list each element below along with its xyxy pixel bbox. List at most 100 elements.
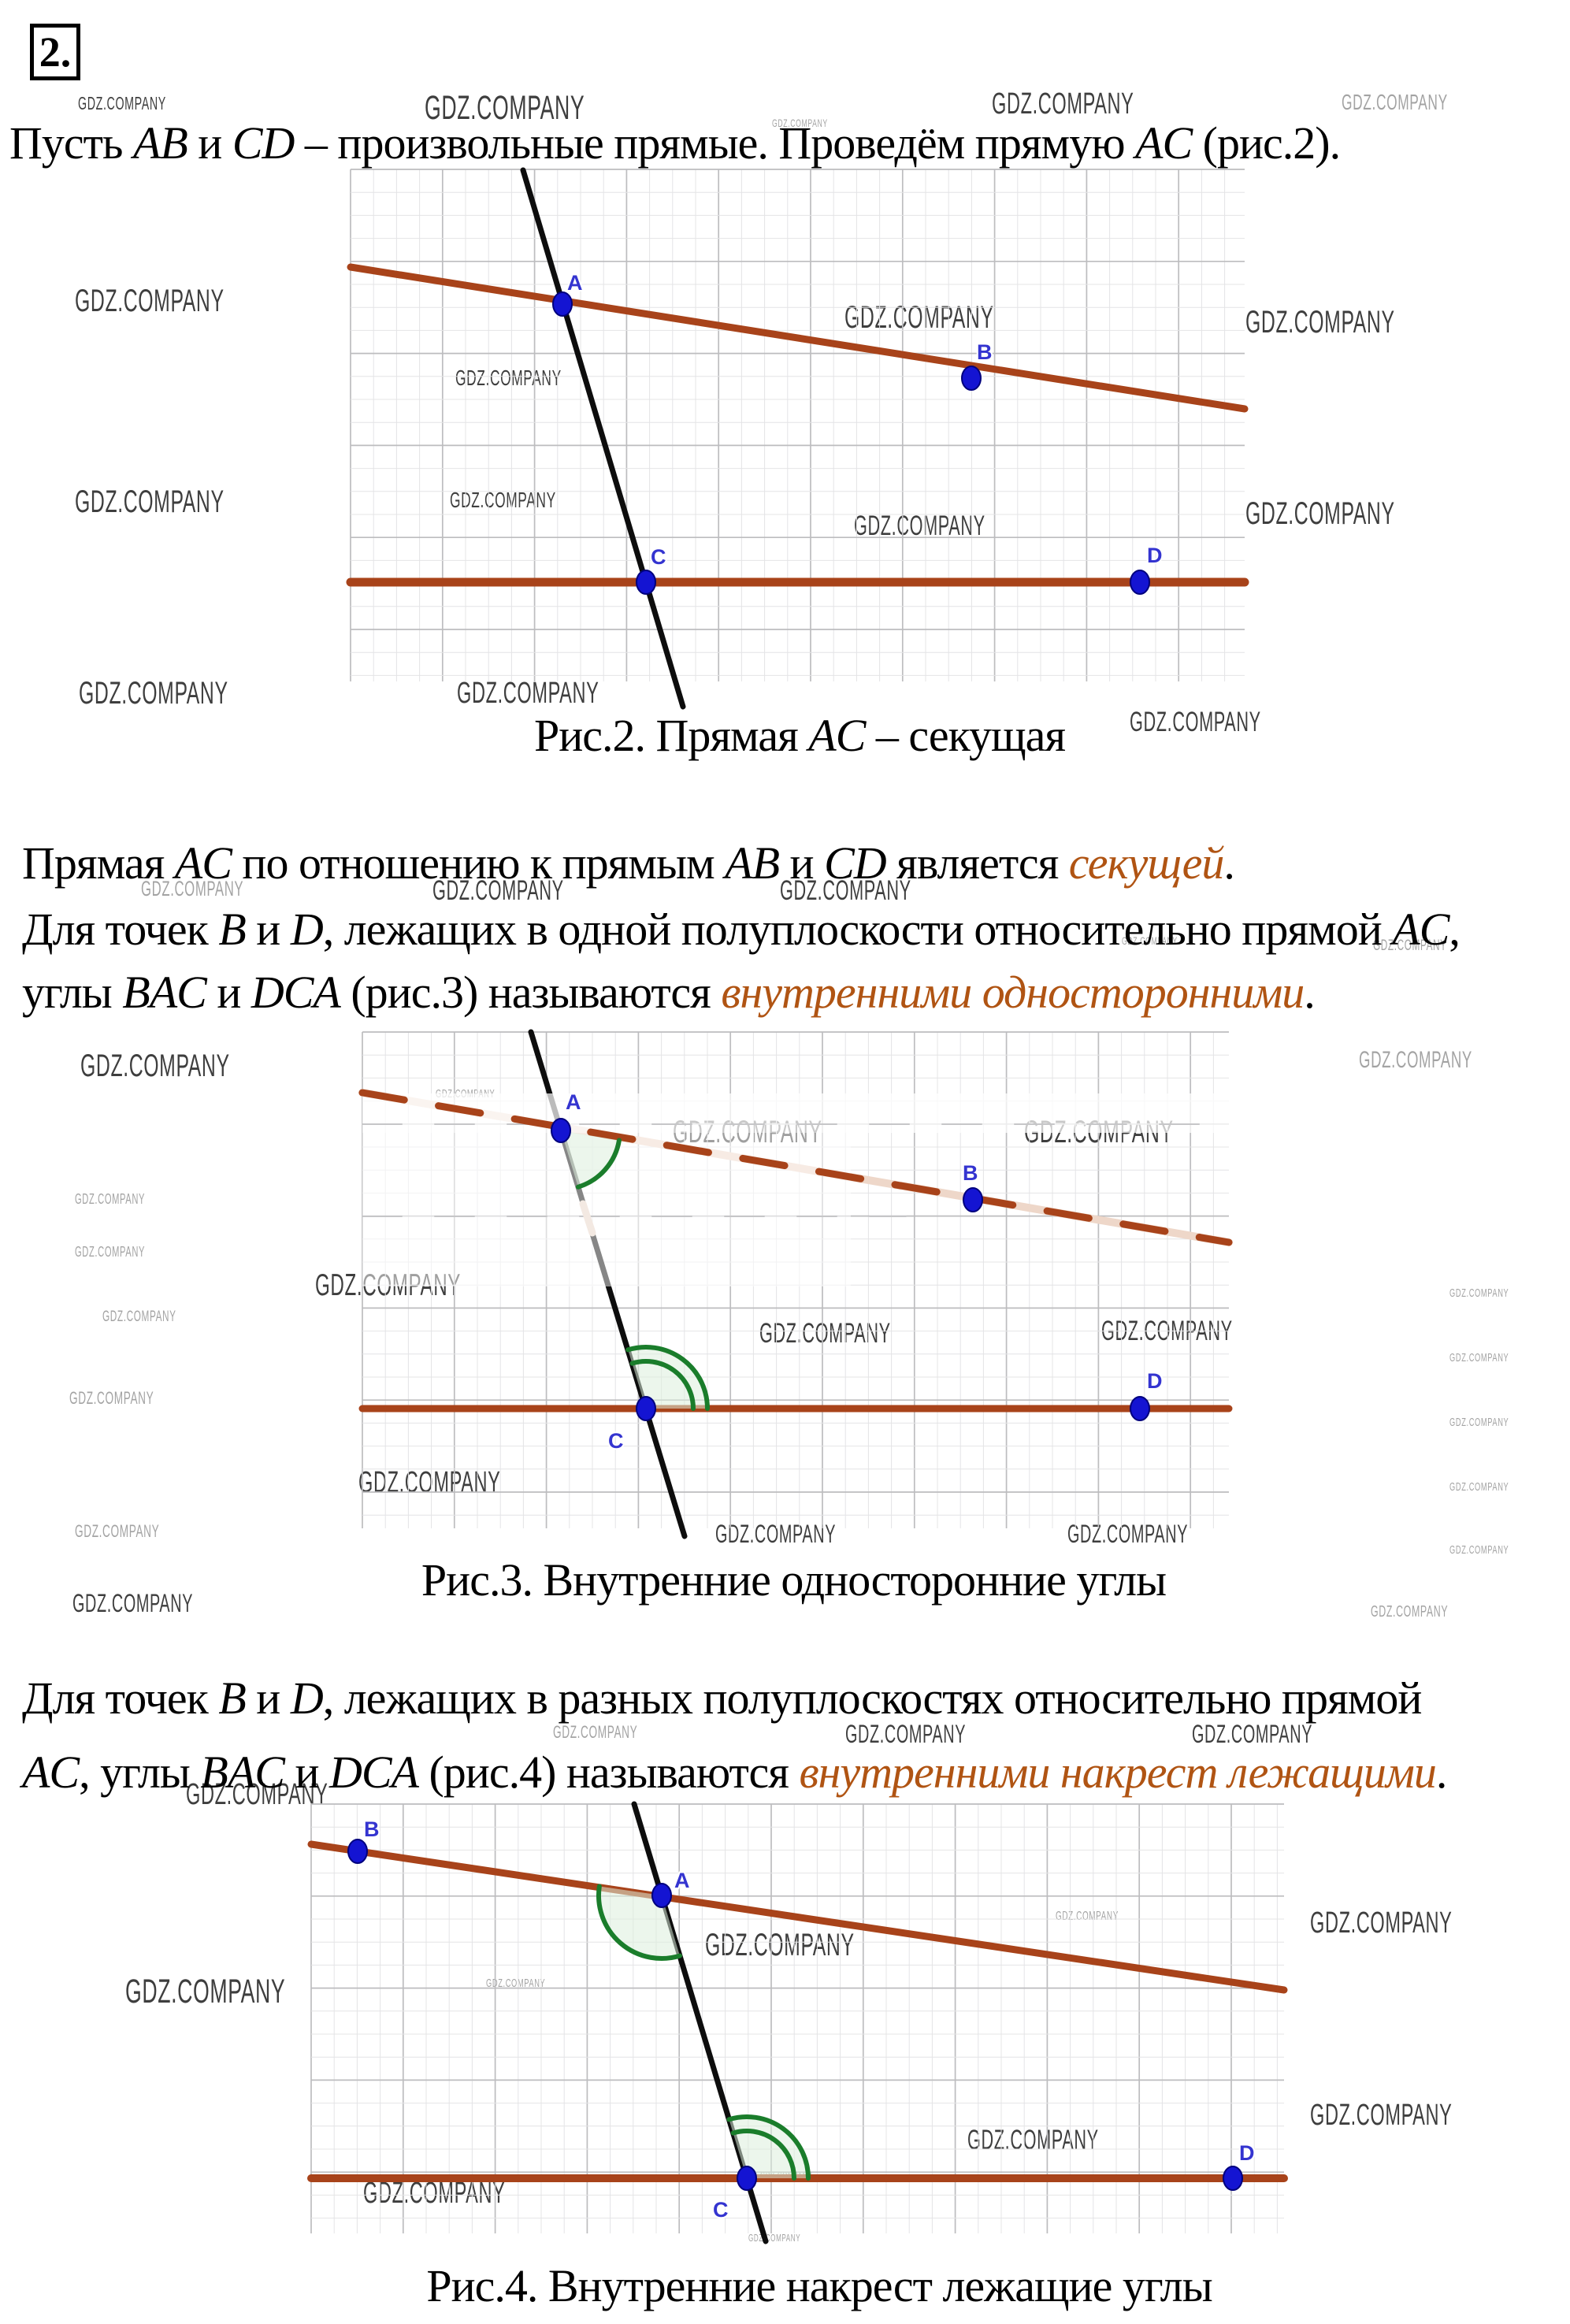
- text-segment: внутренними односторонними: [721, 967, 1305, 1018]
- point-label-A: A: [566, 1090, 581, 1114]
- wash-overlay: [362, 1093, 1229, 1133]
- point-A: [552, 291, 573, 317]
- point-D: [1130, 1396, 1150, 1421]
- watermark: GDZ.COMPANY: [1371, 1603, 1449, 1620]
- text-segment: (рис.3) называются: [340, 967, 722, 1018]
- angle-arc: [596, 1884, 682, 1961]
- angle-sector: [561, 1130, 619, 1187]
- text-segment: и: [284, 1747, 329, 1798]
- text-segment: является: [885, 837, 1069, 889]
- text-segment: , углы: [79, 1747, 201, 1798]
- watermark: GDZ.COMPANY: [486, 1977, 546, 1990]
- text-segment: , лежащих в разных полуплоскостях относи…: [322, 1672, 1423, 1724]
- watermark: GDZ.COMPANY: [425, 89, 585, 127]
- watermark: GDZ.COMPANY: [69, 1388, 154, 1408]
- text-segment: – произвольные прямые. Проведём прямую: [294, 117, 1136, 169]
- caption-fig3: Рис.3. Внутренние односторонние углы: [315, 1554, 1272, 1606]
- angle-arc: [726, 2114, 811, 2181]
- watermark: GDZ.COMPANY: [1449, 1286, 1509, 1300]
- watermark: GDZ.COMPANY: [1310, 1906, 1453, 1940]
- watermark: GDZ.COMPANY: [1245, 496, 1395, 531]
- text-segment: AB: [132, 117, 188, 169]
- paragraph2-line2: AC, углы BAC и DCA (рис.4) называются вн…: [22, 1746, 1447, 1799]
- text-segment: .: [1435, 1747, 1447, 1798]
- point-D: [1223, 2166, 1243, 2191]
- text-segment: по отношению к прямым: [231, 837, 726, 889]
- watermark: GDZ.COMPANY: [75, 1191, 146, 1207]
- text-segment: Прямая: [22, 837, 175, 889]
- text-segment: Для точек: [22, 1672, 219, 1724]
- point-label-A: A: [674, 1869, 690, 1892]
- text-segment: AB: [725, 837, 780, 889]
- watermark: GDZ.COMPANY: [1449, 1351, 1509, 1364]
- section-number: 2.: [39, 28, 72, 76]
- text-segment: – секущая: [865, 710, 1066, 761]
- watermark: GDZ.COMPANY: [75, 1244, 146, 1260]
- text-segment: AC: [808, 710, 866, 761]
- paragraph1-line1: Прямая AC по отношению к прямым AB и CD …: [22, 837, 1235, 889]
- watermark: GDZ.COMPANY: [772, 117, 828, 129]
- watermark: GDZ.COMPANY: [363, 2177, 506, 2210]
- paragraph2-line1: Для точек B и D, лежащих в разных полупл…: [22, 1672, 1423, 1724]
- point-label-B: B: [977, 340, 993, 364]
- watermark: GDZ.COMPANY: [432, 875, 564, 906]
- watermark: GDZ.COMPANY: [1449, 1480, 1509, 1494]
- point-label-C: C: [713, 2198, 729, 2222]
- watermark: GDZ.COMPANY: [457, 677, 599, 710]
- watermark: GDZ.COMPANY: [79, 676, 228, 711]
- text-segment: CD: [232, 117, 295, 169]
- figure-ris2: A B C D: [346, 167, 1249, 710]
- figure-line: [307, 1840, 1288, 1994]
- text-segment: AC: [1392, 904, 1449, 955]
- point-D: [1130, 570, 1150, 595]
- angle-arc: [575, 1138, 622, 1190]
- text-segment: и: [206, 967, 251, 1018]
- point-A: [551, 1118, 571, 1143]
- point-label-D: D: [1239, 2141, 1255, 2165]
- text-segment: и: [245, 1672, 291, 1724]
- watermark: GDZ.COMPANY: [75, 284, 225, 318]
- figure-line: [347, 263, 1249, 413]
- text-segment: Для точек: [22, 904, 219, 955]
- watermark: GDZ.COMPANY: [102, 1309, 176, 1325]
- angle-arc: [730, 2129, 796, 2181]
- point-B: [347, 1839, 368, 1864]
- point-label-C: C: [651, 545, 666, 569]
- text-segment: BAC: [200, 1747, 285, 1798]
- watermark: GDZ.COMPANY: [1130, 707, 1261, 737]
- watermark: GDZ.COMPANY: [80, 1049, 230, 1083]
- watermark: GDZ.COMPANY: [125, 1973, 286, 2010]
- watermark: GDZ.COMPANY: [715, 1520, 837, 1548]
- angle-arc: [629, 1359, 696, 1411]
- section-number-box: 2.: [30, 24, 80, 80]
- text-segment: AC: [22, 1747, 80, 1798]
- text-segment: ,: [1449, 904, 1460, 955]
- text-segment: внутренними накрест лежащими: [799, 1747, 1436, 1798]
- watermark: GDZ.COMPANY: [72, 1589, 194, 1617]
- text-segment: AC: [174, 837, 232, 889]
- text-segment: DCA: [251, 967, 341, 1018]
- point-label-D: D: [1147, 1369, 1163, 1393]
- watermark: GDZ.COMPANY: [1449, 1543, 1509, 1557]
- text-segment: секущей: [1068, 837, 1225, 889]
- text-segment: AC: [1135, 117, 1193, 169]
- figure-ris4: B A C D: [307, 1801, 1288, 2244]
- watermark: GDZ.COMPANY: [455, 366, 562, 390]
- text-segment: (рис.2).: [1192, 117, 1341, 169]
- figure-line: [358, 1089, 1233, 1246]
- text-segment: DCA: [328, 1747, 419, 1798]
- text-segment: B: [218, 904, 246, 955]
- text-segment: углы: [22, 967, 123, 1018]
- watermark: GDZ.COMPANY: [75, 1521, 160, 1541]
- watermark: GDZ.COMPANY: [450, 488, 556, 512]
- point-label-A: A: [567, 271, 583, 295]
- point-B: [961, 366, 982, 391]
- caption-fig2: Рис.2. Прямая AC – секущая: [331, 709, 1268, 762]
- angle-arc: [625, 1345, 710, 1411]
- text-segment: D: [290, 1672, 324, 1724]
- text-segment: Рис.2. Прямая: [533, 710, 809, 761]
- watermark: GDZ.COMPANY: [845, 1720, 967, 1748]
- watermark: GDZ.COMPANY: [780, 875, 911, 906]
- figure-line: [520, 167, 686, 710]
